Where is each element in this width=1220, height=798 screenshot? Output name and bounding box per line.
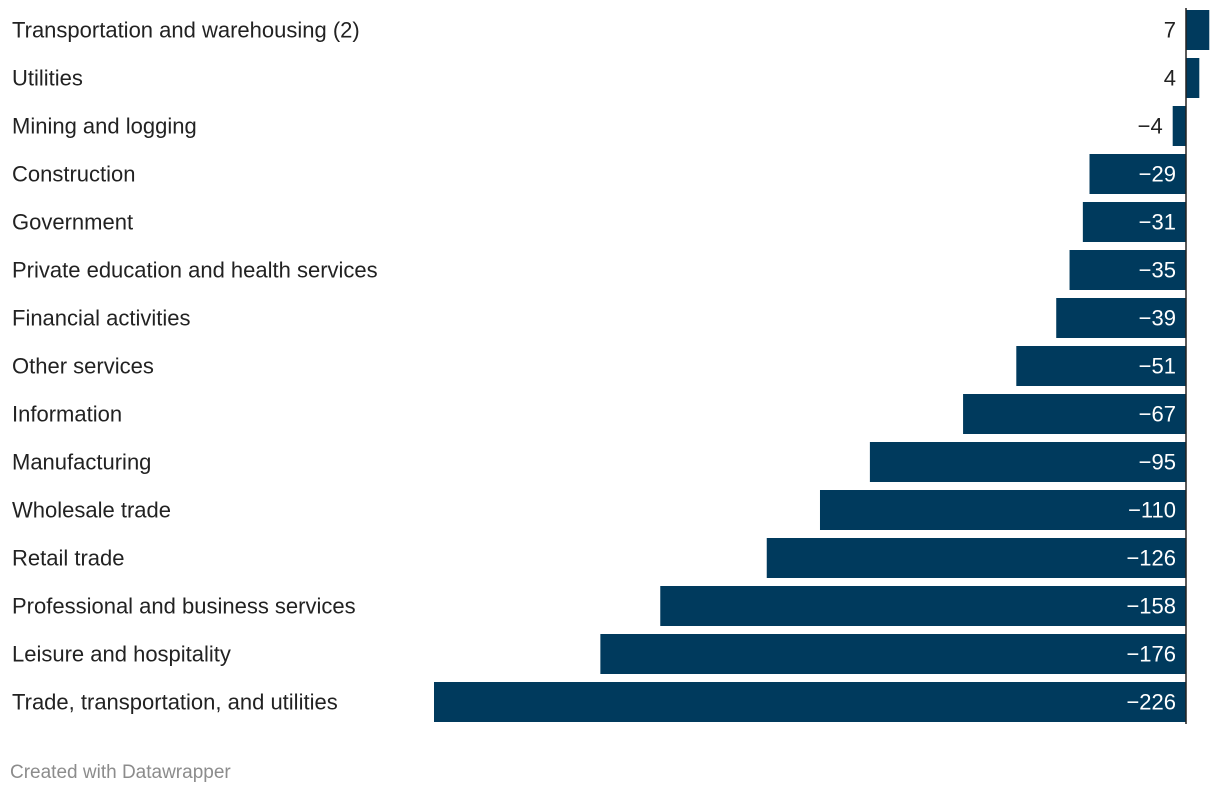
bar-row: Leisure and hospitality −176	[12, 634, 1186, 674]
category-label: Mining and logging	[12, 114, 197, 139]
bar-chart: Transportation and warehousing (2) 7 Utili…	[12, 8, 1210, 724]
category-label: Leisure and hospitality	[12, 642, 231, 667]
bar	[1069, 250, 1186, 290]
category-label: Information	[12, 402, 122, 427]
value-label: −176	[1126, 642, 1176, 667]
category-label: Wholesale trade	[12, 498, 171, 523]
bar	[1089, 154, 1186, 194]
bar-row: Financial activities −39	[12, 298, 1186, 338]
value-label: −226	[1126, 690, 1176, 715]
bar-row: Professional and business services −158	[12, 586, 1186, 626]
category-label: Private education and health services	[12, 258, 378, 283]
bar	[963, 394, 1186, 434]
category-label: Professional and business services	[12, 594, 356, 619]
bar-row: Manufacturing −95	[12, 442, 1186, 482]
value-label: −31	[1139, 210, 1176, 235]
value-label: −158	[1126, 594, 1176, 619]
category-label: Manufacturing	[12, 450, 151, 475]
bar-row: Construction −29	[12, 154, 1186, 194]
value-label: −51	[1139, 354, 1176, 379]
bar-row: Utilities 4	[12, 58, 1200, 98]
bar	[660, 586, 1186, 626]
value-label: −35	[1139, 258, 1176, 283]
value-label: −67	[1139, 402, 1176, 427]
bar	[434, 682, 1186, 722]
bar-row: Government −31	[12, 202, 1186, 242]
bar	[1186, 10, 1210, 50]
bar-row: Other services −51	[12, 346, 1186, 386]
bar-row: Mining and logging −4	[12, 106, 1186, 146]
bar	[1186, 58, 1200, 98]
bar	[869, 442, 1186, 482]
value-label: −29	[1139, 162, 1176, 187]
bar-row: Information −67	[12, 394, 1186, 434]
bar	[819, 490, 1186, 530]
bar	[766, 538, 1186, 578]
category-label: Construction	[12, 162, 136, 187]
value-label: 4	[1164, 66, 1176, 91]
category-label: Other services	[12, 354, 154, 379]
category-label: Government	[12, 210, 133, 235]
bar-row: Retail trade −126	[12, 538, 1186, 578]
category-label: Financial activities	[12, 306, 191, 331]
value-label: 7	[1164, 18, 1176, 43]
bar	[1082, 202, 1186, 242]
credit-text: Created with Datawrapper	[10, 762, 231, 783]
bar	[600, 634, 1186, 674]
value-label: −126	[1126, 546, 1176, 571]
value-label: −39	[1139, 306, 1176, 331]
bar-row: Wholesale trade −110	[12, 490, 1186, 530]
value-label: −95	[1139, 450, 1176, 475]
bar	[1056, 298, 1186, 338]
category-label: Retail trade	[12, 546, 125, 571]
value-label: −110	[1128, 498, 1176, 523]
bar	[1172, 106, 1186, 146]
bar-row: Transportation and warehousing (2) 7	[12, 10, 1210, 50]
bar-row: Trade, transportation, and utilities −226	[12, 682, 1186, 722]
bar	[1016, 346, 1186, 386]
category-label: Utilities	[12, 66, 83, 91]
category-label: Trade, transportation, and utilities	[12, 690, 338, 715]
bar-row: Private education and health services −35	[12, 250, 1186, 290]
value-label: −4	[1138, 114, 1163, 139]
category-label: Transportation and warehousing (2)	[12, 18, 360, 43]
